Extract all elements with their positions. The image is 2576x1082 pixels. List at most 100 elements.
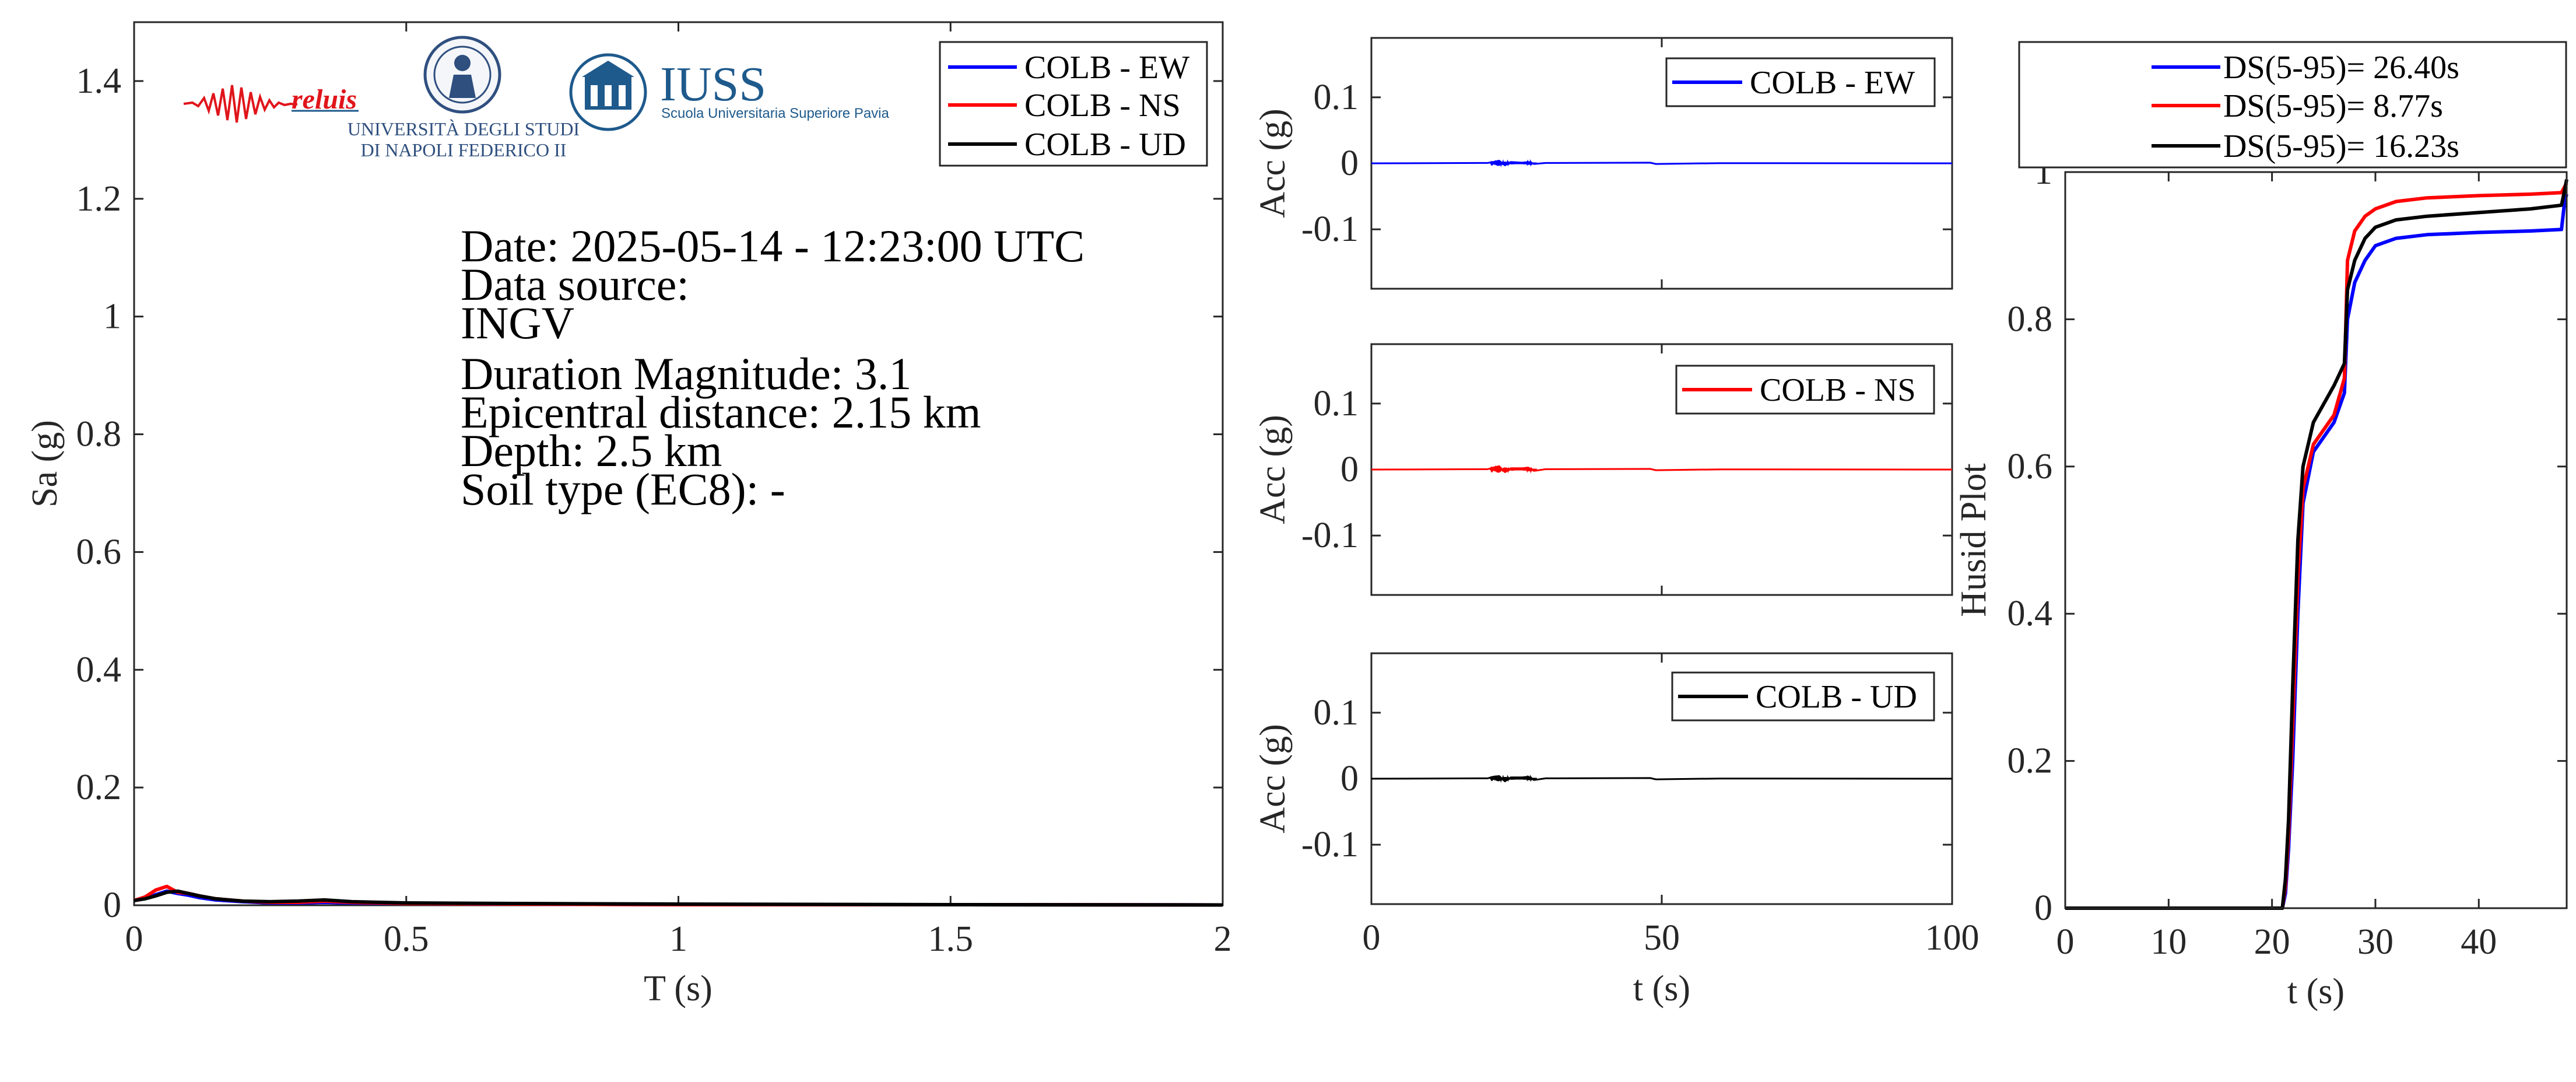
xtick-label: 30 xyxy=(2357,922,2393,962)
xtick-label: 2 xyxy=(1214,919,1232,959)
spectrum-xlabel: T (s) xyxy=(644,969,713,1009)
spectrum-series xyxy=(134,884,1223,907)
legend-label-acc-ew: COLB - EW xyxy=(1750,65,1915,101)
xtick-label: 1 xyxy=(669,919,687,959)
ytick-label: 0.1 xyxy=(1314,78,1359,117)
acc-ud-legend: COLB - UD xyxy=(1671,671,1935,722)
series-line-2 xyxy=(134,889,1223,907)
ytick-label: 0.6 xyxy=(2008,447,2053,486)
xtick-label: 1.5 xyxy=(928,919,974,959)
ytick-label: 0 xyxy=(2034,888,2052,928)
husid-xlabel: t (s) xyxy=(2287,972,2345,1011)
ytick-label: -0.1 xyxy=(1301,209,1359,249)
ytick-label: 0.4 xyxy=(76,650,122,689)
info-magnitude: Duration Magnitude: 3.1 xyxy=(461,348,911,399)
ytick-label: 0 xyxy=(1340,143,1359,183)
legend-label-ns: COLB - NS xyxy=(1024,87,1181,124)
acc-ns-legend: COLB - NS xyxy=(1675,365,1935,415)
series-burst xyxy=(1489,159,1537,167)
spectrum-ylabel: Sa (g) xyxy=(25,420,65,507)
husid-axes-frame xyxy=(2064,171,2568,909)
iuss-title: IUSS xyxy=(660,57,766,111)
ytick-label: 0.8 xyxy=(76,415,122,454)
reluis-logo: reluis xyxy=(183,84,359,123)
ytick-label: 0.2 xyxy=(2008,741,2053,781)
acc-ew-series xyxy=(1371,159,1953,167)
info-source: INGV xyxy=(461,297,574,348)
xtick-label: 10 xyxy=(2150,922,2187,962)
unina-line2: DI NAPOLI FEDERICO II xyxy=(361,139,567,160)
legend-label-ew: COLB - EW xyxy=(1024,50,1189,86)
info-source-label: Data source: xyxy=(461,259,689,310)
unina-logo: UNIVERSITÀ DEGLI STUDI DI NAPOLI FEDERIC… xyxy=(348,36,580,160)
husid-chart: 00.20.40.60.810 10 20 30 40 t (s) Husid Plot… xyxy=(1954,41,2568,1011)
acc-ew-legend: COLB - EW xyxy=(1665,57,1936,107)
xtick-label: 0 xyxy=(1363,918,1381,958)
iuss-logo: IUSS Scuola Universitaria Superiore Pavi… xyxy=(569,53,890,131)
ytick-label: 1 xyxy=(103,297,121,337)
acc-ew-chart: 0.1 0 -0.1 Acc (g) COLB - EW xyxy=(1253,37,1953,290)
xtick-label: 0.5 xyxy=(384,919,429,959)
ytick-label: 0.6 xyxy=(76,532,122,572)
acc-ns-series xyxy=(1371,465,1953,474)
ytick-label: 0.1 xyxy=(1314,693,1359,733)
xtick-label: 100 xyxy=(1925,918,1980,958)
iuss-subtitle: Scuola Universitaria Superiore Pavia xyxy=(661,106,890,121)
xtick-label: 0 xyxy=(125,919,143,959)
iuss-emblem-icon xyxy=(569,53,647,131)
acc-ud-ticks: 0.1 0 -0.1 0 50 100 xyxy=(1301,653,1980,958)
info-distance: Epicentral distance: 2.15 km xyxy=(461,387,981,437)
xtick-label: 20 xyxy=(2254,922,2290,962)
event-info: Date: 2025-05-14 - 12:23:00 UTC Data sou… xyxy=(461,220,1085,514)
ytick-label: 0.4 xyxy=(2008,594,2053,633)
xtick-label: 50 xyxy=(1644,918,1680,958)
ytick-label: -0.1 xyxy=(1301,825,1359,864)
acc-ud-series xyxy=(1371,774,1953,783)
ytick-label: 1.2 xyxy=(76,179,122,219)
series-line-0 xyxy=(2065,194,2568,910)
spectrum-chart: 0 0.2 0.4 0.6 0.8 1 1.2 1.4 0 0.5 1 1.5 2 T (s) Sa (… xyxy=(25,21,1232,1009)
ytick-label: 0 xyxy=(1340,450,1359,489)
legend-label-ud: COLB - UD xyxy=(1024,127,1186,163)
acc-xlabel: t (s) xyxy=(1633,969,1690,1009)
acc-ud-ylabel: Acc (g) xyxy=(1253,724,1293,834)
series-line-0 xyxy=(1371,160,1953,166)
acc-ew-ylabel: Acc (g) xyxy=(1253,108,1293,218)
ytick-label: 0.2 xyxy=(76,768,122,807)
series-line-0 xyxy=(1371,465,1953,473)
ytick-label: 0.1 xyxy=(1314,384,1359,423)
acc-ew-ticks: 0.1 0 -0.1 xyxy=(1301,38,1953,289)
legend-label-acc-ud: COLB - UD xyxy=(1756,679,1917,715)
spectrum-ticks: 0 0.2 0.4 0.6 0.8 1 1.2 1.4 0 0.5 1 1.5 2 xyxy=(76,22,1232,959)
series-burst xyxy=(1489,465,1537,474)
series-line-2 xyxy=(2065,179,2568,910)
series-line-0 xyxy=(1371,775,1953,782)
ytick-label: -0.1 xyxy=(1301,516,1359,555)
legend-label-husid-ud: DS(5-95)= 16.23s xyxy=(2223,128,2459,164)
reluis-wordmark: reluis xyxy=(292,84,357,115)
legend-label-husid-ns: DS(5-95)= 8.77s xyxy=(2223,88,2443,124)
reluis-seismogram-icon xyxy=(183,85,298,123)
series-line-1 xyxy=(2065,182,2568,910)
acc-ns-chart: 0.1 0 -0.1 Acc (g) COLB - NS xyxy=(1253,343,1953,596)
ytick-label: 0.8 xyxy=(2008,299,2053,339)
husid-series xyxy=(2065,179,2568,910)
legend-label-husid-ew: DS(5-95)= 26.40s xyxy=(2223,50,2459,86)
info-soil: Soil type (EC8): - xyxy=(461,464,785,514)
ytick-label: 0 xyxy=(1340,759,1359,799)
series-burst xyxy=(1489,774,1537,783)
husid-ylabel: Husid Plot xyxy=(1954,463,1994,617)
husid-legend: DS(5-95)= 26.40s DS(5-95)= 8.77s DS(5-95… xyxy=(2018,41,2567,169)
acc-ud-chart: 0.1 0 -0.1 0 50 100 Acc (g) t (s) COLB - UD xyxy=(1253,652,1980,1009)
legend-label-acc-ns: COLB - NS xyxy=(1760,372,1916,408)
acc-ns-ylabel: Acc (g) xyxy=(1253,415,1293,524)
unina-line1: UNIVERSITÀ DEGLI STUDI xyxy=(348,118,580,139)
spectrum-legend: COLB - EW COLB - NS COLB - UD xyxy=(939,41,1208,167)
ytick-label: 1.4 xyxy=(76,61,122,101)
ytick-label: 0 xyxy=(103,885,121,925)
info-date: Date: 2025-05-14 - 12:23:00 UTC xyxy=(461,220,1085,271)
info-depth: Depth: 2.5 km xyxy=(461,425,722,476)
xtick-label: 0 xyxy=(2056,922,2075,962)
xtick-label: 40 xyxy=(2461,922,2497,962)
